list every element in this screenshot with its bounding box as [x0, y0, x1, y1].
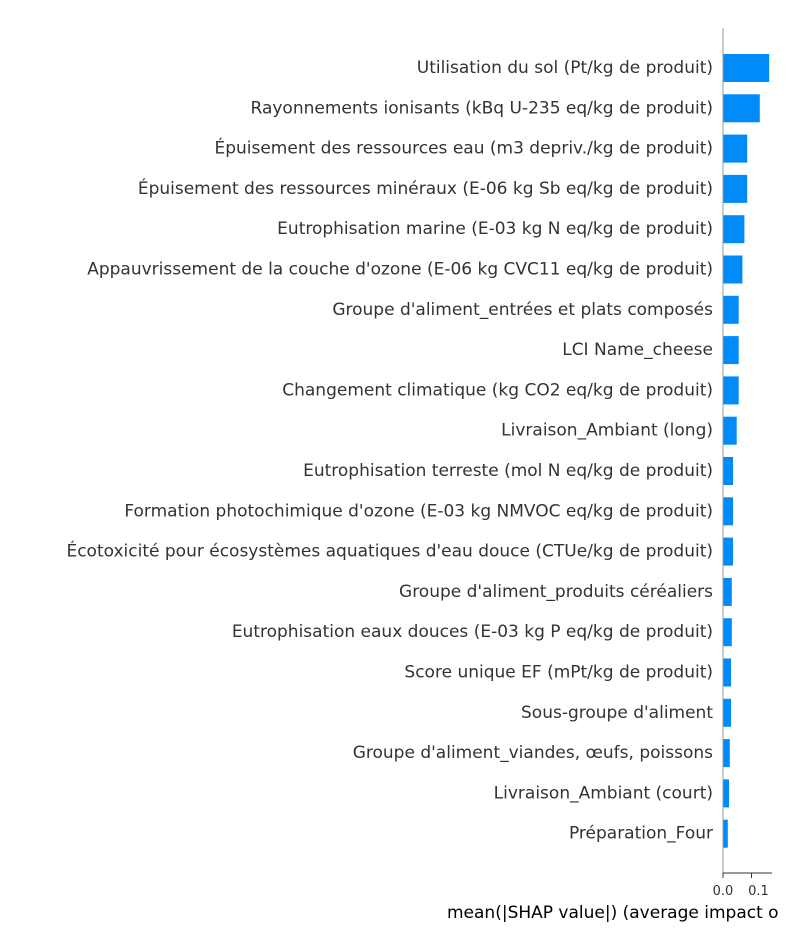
bar-11 [723, 497, 733, 526]
bar-7 [723, 336, 739, 365]
feature-label-13: Groupe d'aliment_produits céréaliers [399, 582, 713, 602]
bar-9 [723, 416, 737, 445]
x-tick-label-0: 0.0 [713, 884, 734, 899]
bar-19 [723, 819, 728, 848]
bar-8 [723, 376, 739, 405]
feature-label-5: Appauvrissement de la couche d'ozone (E-… [87, 260, 713, 280]
feature-labels-group: Utilisation du sol (Pt/kg de produit) Ray… [66, 58, 713, 844]
feature-label-4: Eutrophisation marine (E-03 kg N eq/kg d… [277, 219, 713, 239]
bar-1 [723, 94, 760, 123]
x-tick-label-1: 0.1 [748, 884, 769, 899]
feature-label-6: Groupe d'aliment_entrées et plats compos… [332, 300, 713, 320]
feature-label-15: Score unique EF (mPt/kg de produit) [404, 663, 713, 683]
feature-label-7: LCI Name_cheese [562, 340, 713, 360]
bar-3 [723, 174, 748, 203]
feature-label-16: Sous-groupe d'aliment [521, 703, 713, 723]
feature-label-11: Formation photochimique d'ozone (E-03 kg… [124, 501, 713, 521]
feature-label-8: Changement climatique (kg CO2 eq/kg de p… [282, 380, 713, 400]
bar-14 [723, 618, 732, 647]
bar-16 [723, 698, 731, 727]
feature-label-1: Rayonnements ionisants (kBq U-235 eq/kg … [251, 98, 713, 118]
bar-6 [723, 295, 739, 324]
bar-5 [723, 255, 743, 284]
feature-label-14: Eutrophisation eaux douces (E-03 kg P eq… [232, 622, 713, 642]
feature-label-0: Utilisation du sol (Pt/kg de produit) [417, 58, 713, 78]
bar-2 [723, 134, 748, 163]
x-axis-label: mean(|SHAP value|) (average impact o [447, 903, 779, 923]
feature-label-19: Préparation_Four [569, 824, 713, 844]
feature-label-17: Groupe d'aliment_viandes, œufs, poissons [353, 743, 713, 763]
feature-label-10: Eutrophisation terreste (mol N eq/kg de … [303, 461, 713, 481]
feature-label-12: Écotoxicité pour écosystèmes aquatiques … [66, 540, 713, 562]
bar-10 [723, 457, 733, 485]
bar-18 [723, 779, 729, 808]
feature-label-9: Livraison_Ambiant (long) [501, 421, 713, 441]
feature-label-18: Livraison_Ambiant (court) [494, 783, 713, 803]
bar-4 [723, 215, 745, 244]
bar-17 [723, 739, 730, 768]
bar-13 [723, 577, 732, 606]
bar-15 [723, 658, 731, 687]
bars-group [723, 54, 770, 848]
feature-label-3: Épuisement des ressources minéraux (E-06… [138, 177, 713, 199]
bar-12 [723, 537, 733, 566]
bar-0 [723, 54, 770, 82]
x-ticks-group: 0.0 0.1 [713, 873, 769, 899]
feature-label-2: Épuisement des ressources eau (m3 depriv… [214, 137, 713, 159]
